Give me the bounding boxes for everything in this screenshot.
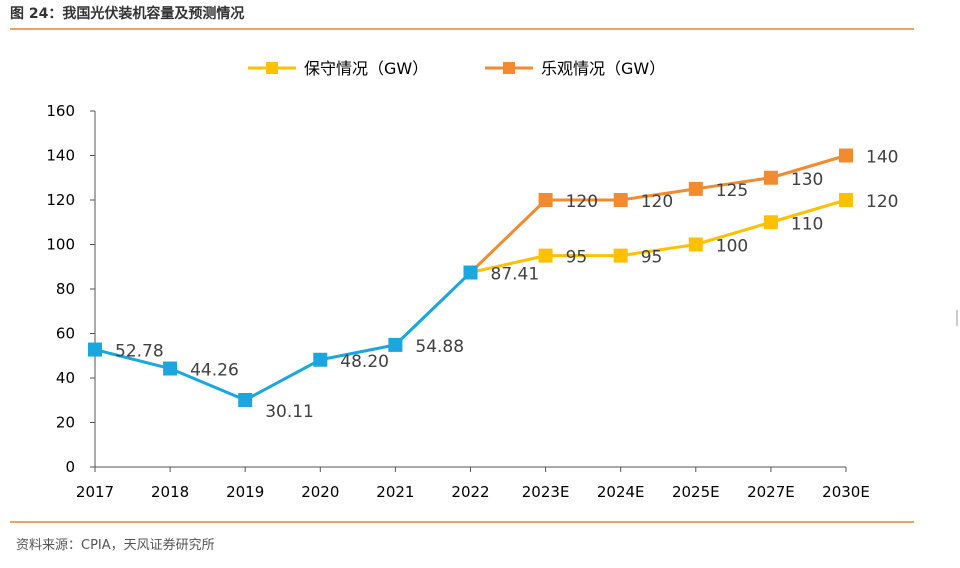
data-label: 44.26 <box>190 361 239 381</box>
data-point-marker <box>238 393 253 408</box>
data-label: 120 <box>641 192 673 212</box>
data-label: 100 <box>716 237 748 257</box>
data-point-marker <box>313 352 328 367</box>
data-point-marker <box>839 148 853 163</box>
data-point-marker <box>688 237 703 252</box>
x-tick-label: 2021 <box>376 483 414 501</box>
x-tick-label: 2020 <box>301 483 339 501</box>
source-note: 资料来源：CPIA，天风证券研究所 <box>16 538 215 553</box>
y-tick-label: 0 <box>65 458 75 476</box>
legend-label: 保守情况（GW） <box>304 59 428 78</box>
data-label: 48.20 <box>340 352 389 372</box>
data-point-marker <box>388 337 403 352</box>
data-label: 120 <box>866 192 898 212</box>
top-rule <box>10 28 914 30</box>
data-point-marker <box>763 215 778 230</box>
y-tick-label: 100 <box>46 236 75 254</box>
data-point-marker <box>688 181 703 196</box>
y-tick-label: 60 <box>56 325 75 343</box>
x-tick-label: 2018 <box>151 483 189 501</box>
data-label: 140 <box>866 148 898 168</box>
data-point-marker <box>763 170 778 185</box>
x-tick-label: 2017 <box>76 483 114 501</box>
data-label: 110 <box>791 214 823 234</box>
y-tick-label: 80 <box>56 280 75 298</box>
figure-title: 图 24：我国光伏装机容量及预测情况 <box>10 6 245 22</box>
chart-axes: 0 20 40 60 80 100 120 140 160 2017 2018 2019 2020 202… <box>46 102 869 501</box>
x-tick-label: 2019 <box>226 483 264 501</box>
y-tick-label: 140 <box>46 147 75 165</box>
data-point-marker <box>538 248 553 263</box>
series-line <box>470 198 847 274</box>
data-label: 54.88 <box>415 337 464 357</box>
data-label: 95 <box>566 248 588 268</box>
series-line <box>94 271 472 402</box>
data-point-marker <box>463 265 478 280</box>
chart-markers <box>88 148 853 408</box>
data-point-marker <box>538 193 553 207</box>
bottom-rule <box>10 521 914 523</box>
data-label: 30.11 <box>265 402 314 422</box>
chart-data-labels: 52.78 44.26 30.11 48.20 54.88 87.41 95 95 100 110… <box>115 148 898 423</box>
y-tick-label: 20 <box>56 414 75 432</box>
x-tick-label: 2030E <box>822 483 870 501</box>
x-tick-label: 2025E <box>672 483 720 501</box>
chart-series-lines <box>94 154 847 402</box>
x-tick-label: 2022 <box>451 483 489 501</box>
legend-marker <box>266 62 278 74</box>
data-point-marker <box>613 248 628 263</box>
x-tick-label: 2027E <box>747 483 795 501</box>
data-point-marker <box>88 342 102 357</box>
x-tick-label: 2023E <box>522 483 570 501</box>
y-tick-label: 160 <box>46 102 75 120</box>
data-label: 95 <box>641 248 663 268</box>
series-line <box>469 154 847 274</box>
edge-mark <box>956 310 958 326</box>
data-label: 120 <box>566 192 598 212</box>
data-label: 130 <box>791 170 823 190</box>
y-tick-label: 40 <box>56 369 75 387</box>
legend-marker <box>503 62 515 74</box>
x-tick-label: 2024E <box>597 483 645 501</box>
chart-legend: 保守情况（GW） 乐观情况（GW） <box>248 59 665 78</box>
data-label: 125 <box>716 181 748 201</box>
data-label: 52.78 <box>115 342 164 362</box>
data-label: 87.41 <box>491 265 540 285</box>
y-tick-label: 120 <box>46 191 75 209</box>
data-point-marker <box>613 193 628 207</box>
data-point-marker <box>839 193 853 207</box>
data-point-marker <box>163 361 178 376</box>
legend-label: 乐观情况（GW） <box>541 59 665 78</box>
